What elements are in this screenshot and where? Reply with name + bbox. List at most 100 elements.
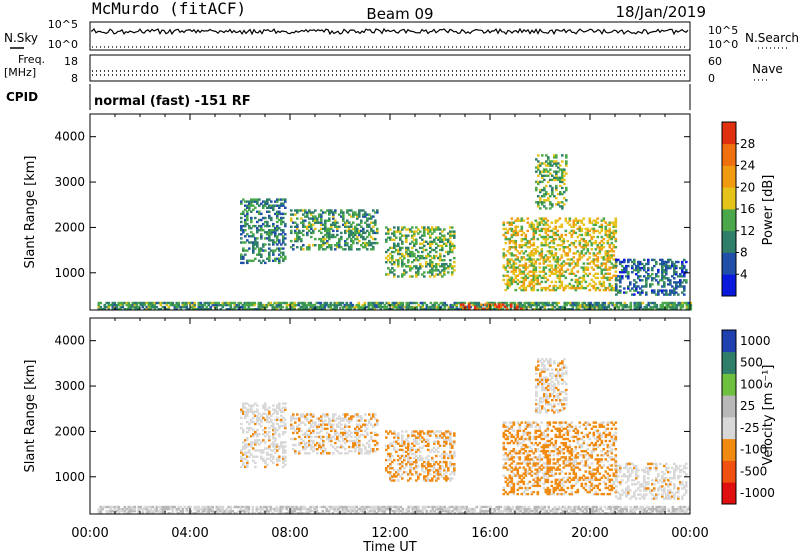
echo-cell xyxy=(661,275,664,278)
echo-cell xyxy=(598,282,602,286)
echo-cell xyxy=(689,301,693,305)
echo-cell xyxy=(427,230,430,233)
echo-cell xyxy=(631,271,634,274)
echo-cell xyxy=(548,260,552,263)
echo-cell xyxy=(310,445,313,449)
echo-cell xyxy=(247,303,251,307)
echo-cell xyxy=(592,252,596,255)
echo-cell xyxy=(603,303,607,307)
echo-cell xyxy=(601,308,605,311)
echo-cell xyxy=(284,402,287,405)
echo-cell xyxy=(318,431,321,435)
echo-cell xyxy=(163,507,167,511)
echo-cell xyxy=(395,303,399,307)
echo-cell xyxy=(274,229,277,232)
echo-cell xyxy=(326,437,329,441)
echo-cell xyxy=(372,413,375,416)
echo-cell xyxy=(584,286,588,290)
echo-cell xyxy=(260,424,263,428)
echo-cell xyxy=(173,308,177,311)
echo-cell xyxy=(600,235,604,239)
echo-cell xyxy=(549,201,552,204)
echo-cell xyxy=(596,252,600,255)
echo-cell xyxy=(397,265,400,268)
echo-cell xyxy=(431,305,435,309)
echo-cell xyxy=(449,242,452,245)
echo-cell xyxy=(370,423,373,426)
echo-cell xyxy=(659,308,663,311)
echo-cell xyxy=(517,507,521,511)
echo-cell xyxy=(510,266,514,269)
echo-cell xyxy=(572,244,576,247)
echo-cell xyxy=(366,450,369,453)
echo-cell xyxy=(105,301,109,305)
echo-cell xyxy=(560,239,564,243)
echo-cell xyxy=(514,219,518,222)
echo-cell xyxy=(525,507,529,511)
echo-cell xyxy=(403,271,406,274)
echo-cell xyxy=(413,505,417,509)
echo-cell xyxy=(338,445,341,449)
echo-cell xyxy=(346,211,349,214)
echo-cell xyxy=(586,233,590,237)
echo-cell xyxy=(606,233,610,237)
echo-cell xyxy=(441,303,445,307)
echo-cell xyxy=(504,254,508,257)
echo-cell xyxy=(495,505,499,509)
echo-cell xyxy=(563,178,566,182)
echo-cell xyxy=(240,200,243,203)
echo-cell xyxy=(364,244,367,247)
echo-cell xyxy=(534,276,538,280)
echo-cell xyxy=(425,254,428,258)
echo-cell xyxy=(381,305,385,309)
echo-cell xyxy=(282,235,285,238)
echo-cell xyxy=(366,219,369,222)
echo-cell xyxy=(143,505,147,509)
echo-cell xyxy=(465,509,469,513)
echo-cell xyxy=(327,505,331,509)
echo-cell xyxy=(252,233,255,236)
echo-cell xyxy=(593,301,597,305)
echo-cell xyxy=(544,227,548,231)
echo-cell xyxy=(356,413,359,416)
echo-cell xyxy=(269,505,273,509)
echo-cell xyxy=(391,271,394,274)
echo-cell xyxy=(344,431,347,435)
echo-cell xyxy=(376,241,379,245)
echo-cell xyxy=(561,305,565,309)
echo-cell xyxy=(304,211,307,214)
echo-cell xyxy=(592,274,596,277)
echo-cell xyxy=(401,507,405,511)
echo-cell xyxy=(328,229,331,233)
echo-cell xyxy=(331,512,335,515)
echo-cell xyxy=(117,507,121,511)
echo-cell xyxy=(663,262,666,266)
echo-cell xyxy=(268,198,271,201)
echo-cell xyxy=(491,507,495,511)
echo-cell xyxy=(401,228,404,231)
echo-cell xyxy=(326,233,329,237)
echo-cell xyxy=(326,219,329,222)
echo-cell xyxy=(516,274,520,277)
echo-cell xyxy=(248,455,251,458)
echo-cell xyxy=(336,437,339,441)
echo-cell xyxy=(535,505,539,509)
echo-cell xyxy=(576,264,580,267)
echo-cell xyxy=(551,186,554,190)
echo-cell xyxy=(290,437,293,441)
echo-cell xyxy=(389,308,393,311)
echo-cell xyxy=(167,505,171,509)
echo-cell xyxy=(282,216,285,220)
echo-cell xyxy=(439,505,443,509)
echo-cell xyxy=(637,262,640,266)
echo-cell xyxy=(621,260,624,264)
echo-cell xyxy=(585,308,589,311)
echo-cell xyxy=(397,505,401,509)
echo-cell xyxy=(159,509,163,513)
echo-cell xyxy=(559,190,562,194)
echo-cell xyxy=(604,252,608,255)
echo-cell xyxy=(507,509,511,513)
echo-cell xyxy=(295,505,299,509)
echo-cell xyxy=(330,227,333,231)
echo-cell xyxy=(534,262,538,265)
